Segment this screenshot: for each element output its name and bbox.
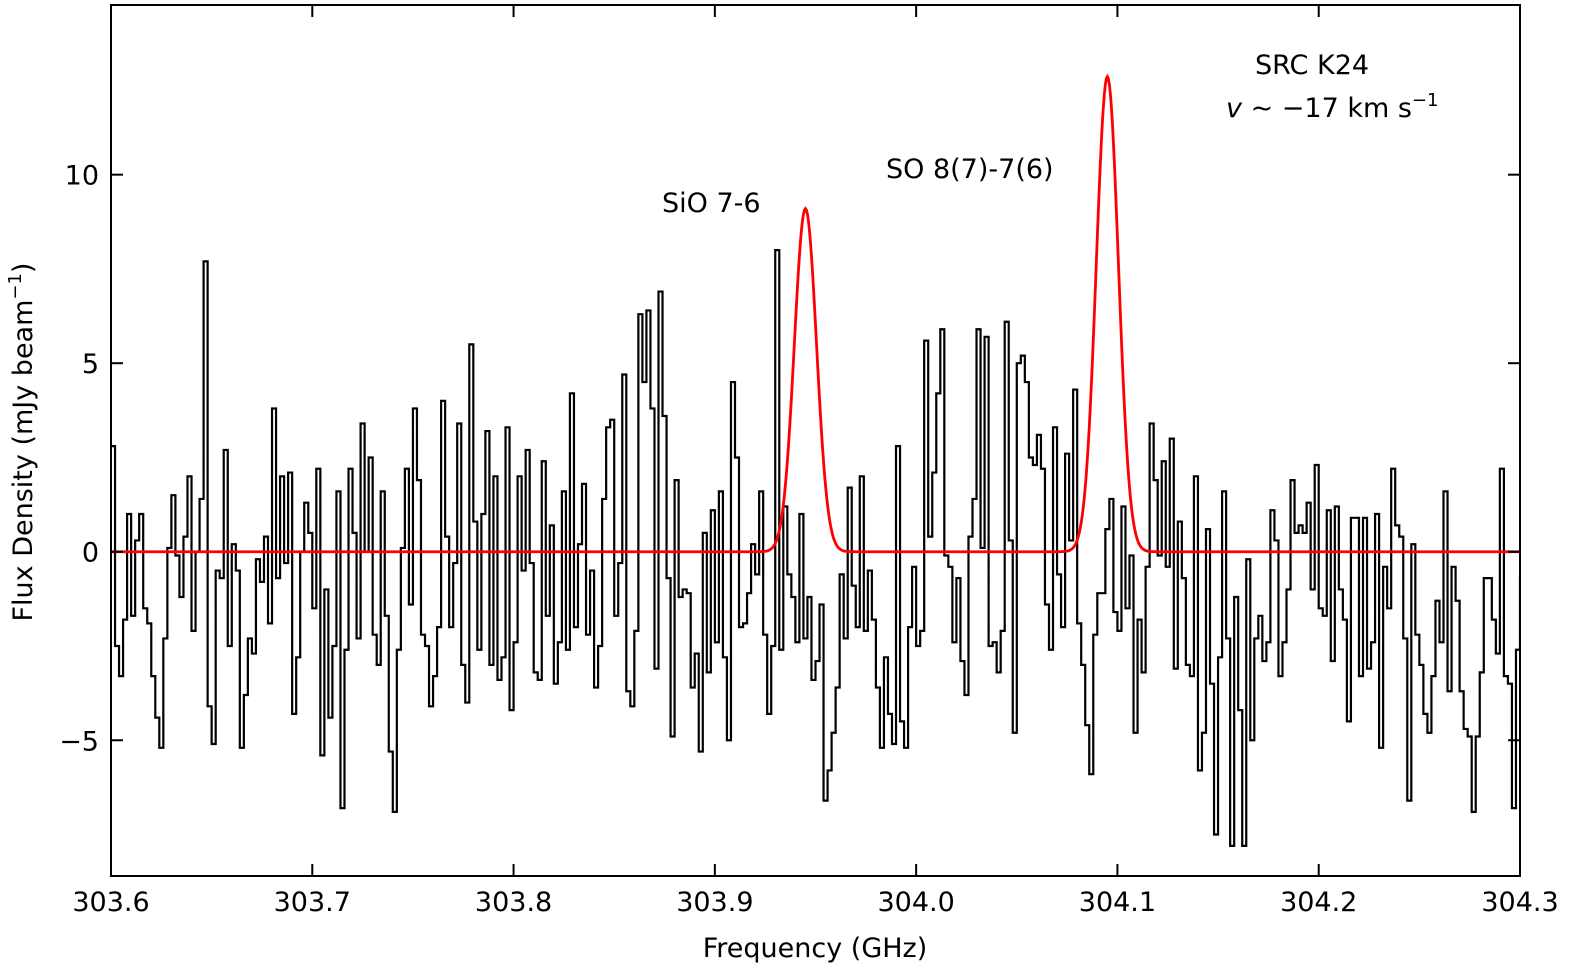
plot-layer [111,73,1520,847]
y-axis-label-close: ) [8,263,39,274]
plot-frame [110,4,1521,877]
x-tick-label: 303.8 [475,887,552,918]
annotation-source: SRC K24 [1255,50,1369,81]
x-axis-label: Frequency (GHz) [703,933,928,964]
y-axis-label-superscript: −1 [5,273,26,300]
annotation-so: SO 8(7)-7(6) [886,154,1054,185]
y-axis-label-main: Flux Density (mJy beam [8,300,39,622]
gaussian-fit-line [111,73,1520,554]
y-tick-label: 10 [65,161,99,192]
y-tick-label: 5 [82,349,99,380]
annotation-velocity-text: ∼ −17 km s [1242,93,1412,124]
x-tick-label: 304.1 [1079,887,1156,918]
y-tick-label: −5 [59,726,99,757]
x-tick-label: 303.9 [676,887,753,918]
annotation-sio: SiO 7-6 [662,188,761,219]
x-tick-label: 304.2 [1280,887,1357,918]
annotation-velocity-v: v [1226,93,1243,124]
x-tick-label: 304.0 [877,887,954,918]
y-tick-label: 0 [82,538,99,569]
x-tick-label: 304.3 [1481,887,1558,918]
x-tick-label: 303.7 [274,887,351,918]
annotation-velocity: v ∼ −17 km s−1 [1226,90,1438,124]
annotation-velocity-superscript: −1 [1412,90,1439,111]
axes-layer: 303.6 303.7 303.8 303.9 304.0 304.1 304.2 304.3… [59,4,1559,918]
spectrum-step-line [111,248,1520,847]
y-axis-label: Flux Density (mJy beam−1) [5,263,39,622]
x-tick-label: 303.6 [72,887,149,918]
